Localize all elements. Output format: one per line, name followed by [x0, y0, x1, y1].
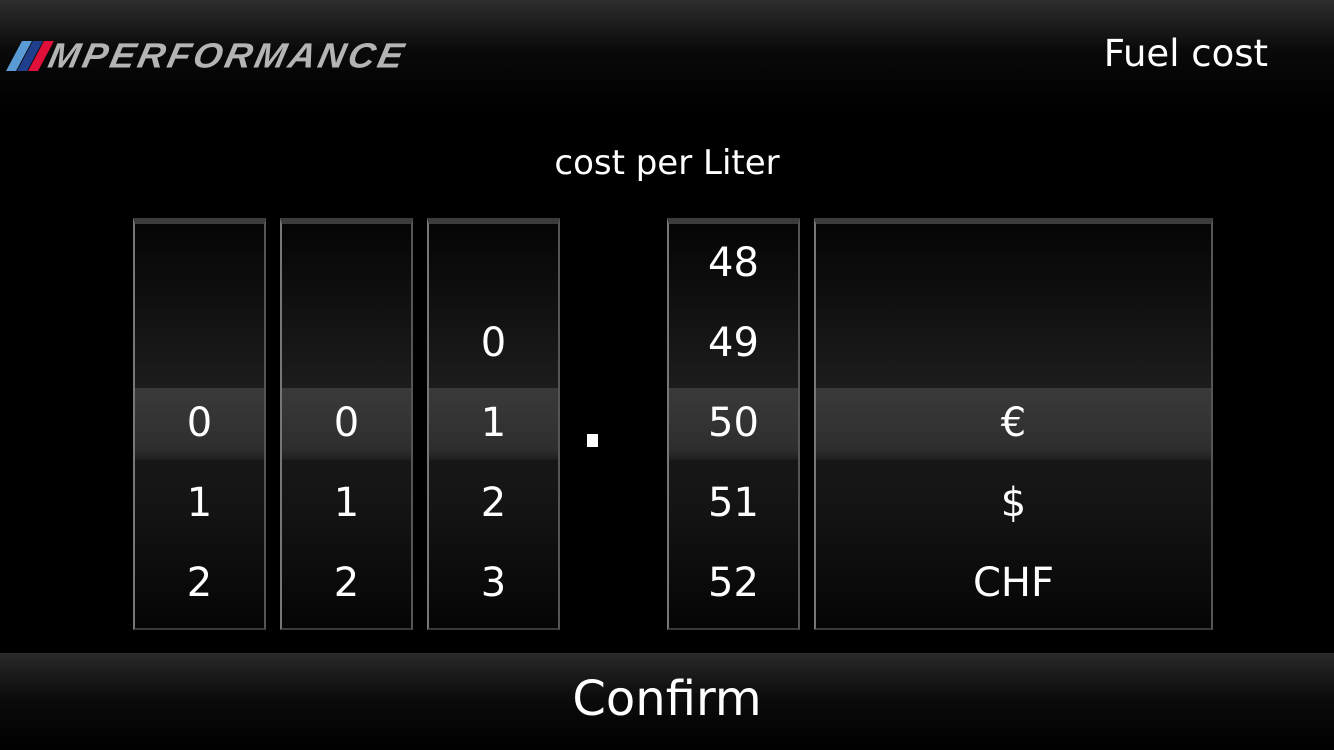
- picker-item[interactable]: $: [1000, 480, 1027, 526]
- picker-wheel-decimals[interactable]: 48 49 50 51 52: [667, 218, 800, 630]
- picker-item[interactable]: 2: [186, 560, 213, 606]
- picker-item-selected[interactable]: €: [1000, 400, 1027, 446]
- picker-wheel-currency[interactable]: € $ CHF: [814, 218, 1213, 630]
- picker-wheel-digit-ones[interactable]: 0 1 2 3: [427, 218, 560, 630]
- picker-item[interactable]: 48: [708, 240, 759, 286]
- selection-band: [816, 388, 1211, 460]
- logo-text: PERFORMANCE: [78, 36, 410, 75]
- m-performance-logo: M PERFORMANCE: [6, 36, 410, 75]
- picker-item[interactable]: 52: [708, 560, 759, 606]
- selection-band: [669, 388, 798, 460]
- picker-item-selected[interactable]: 0: [186, 400, 213, 446]
- subtitle: cost per Liter: [554, 143, 780, 183]
- decimal-separator: [587, 434, 598, 447]
- selection-band: [135, 388, 264, 460]
- picker-item[interactable]: CHF: [972, 560, 1054, 606]
- picker-item-selected[interactable]: 1: [480, 400, 507, 446]
- picker-wheel-digit-tens[interactable]: 0 1 2: [280, 218, 413, 630]
- m-stripes-icon: [6, 41, 54, 71]
- picker-item[interactable]: 0: [480, 320, 507, 366]
- picker-item[interactable]: 2: [333, 560, 360, 606]
- page-title: Fuel cost: [1103, 32, 1268, 75]
- picker-item[interactable]: 1: [333, 480, 360, 526]
- picker-item[interactable]: 2: [480, 480, 507, 526]
- picker-item[interactable]: 51: [708, 480, 759, 526]
- selection-band: [429, 388, 558, 460]
- picker-wheel-digit-hundreds[interactable]: 0 1 2: [133, 218, 266, 630]
- confirm-button[interactable]: Confirm: [0, 653, 1334, 750]
- picker-item[interactable]: 3: [480, 560, 507, 606]
- picker-item[interactable]: 49: [708, 320, 759, 366]
- header-bar: M PERFORMANCE Fuel cost: [0, 0, 1334, 110]
- picker-item-selected[interactable]: 50: [708, 400, 759, 446]
- picker-item[interactable]: 1: [186, 480, 213, 526]
- selection-band: [282, 388, 411, 460]
- picker-item-selected[interactable]: 0: [333, 400, 360, 446]
